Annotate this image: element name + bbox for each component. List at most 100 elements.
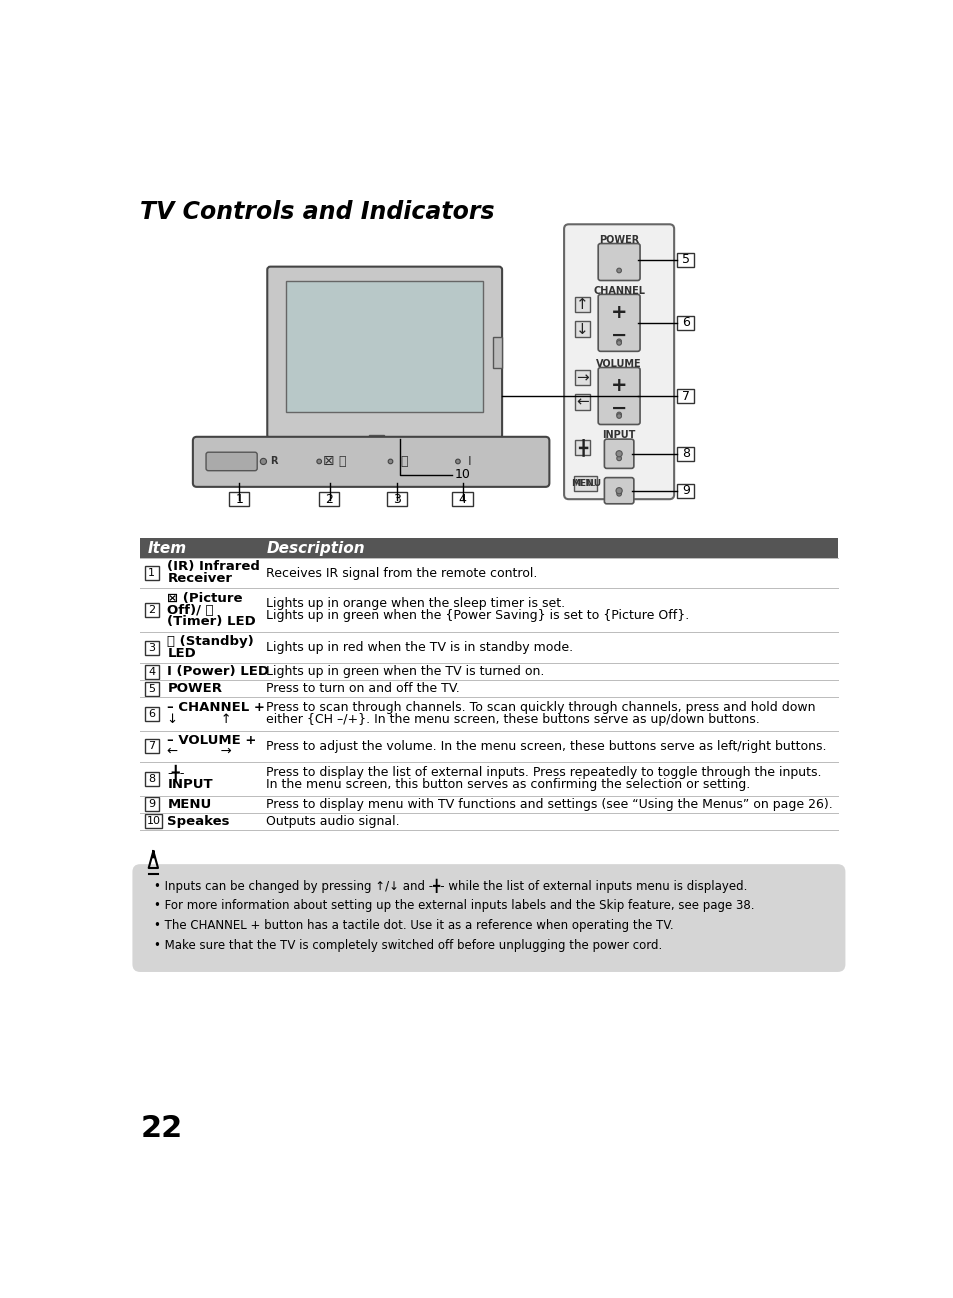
Text: I (Power) LED: I (Power) LED <box>167 665 269 678</box>
FancyBboxPatch shape <box>132 864 844 972</box>
Text: ↓: ↓ <box>576 322 588 336</box>
Text: Lights up in red when the TV is in standby mode.: Lights up in red when the TV is in stand… <box>266 641 573 654</box>
Text: -╋-: -╋- <box>167 765 185 780</box>
Bar <box>145 740 158 753</box>
Text: 9: 9 <box>148 800 155 809</box>
Text: (Timer) LED: (Timer) LED <box>167 615 255 628</box>
Text: 5: 5 <box>148 684 155 693</box>
Text: Description: Description <box>266 541 365 556</box>
Text: MENU: MENU <box>167 797 212 810</box>
Text: Receives IR signal from the remote control.: Receives IR signal from the remote contr… <box>266 567 537 580</box>
Bar <box>575 370 590 386</box>
Bar <box>677 389 694 402</box>
Text: ╋: ╋ <box>578 439 587 457</box>
Text: Press to display menu with TV functions and settings (see “Using the Menus” on p: Press to display menu with TV functions … <box>266 797 832 810</box>
Bar <box>386 492 406 506</box>
Bar <box>493 336 501 367</box>
Circle shape <box>316 459 321 463</box>
Text: R: R <box>271 457 277 466</box>
Bar <box>575 322 590 336</box>
Text: ↓          ↑: ↓ ↑ <box>167 713 232 726</box>
FancyBboxPatch shape <box>598 367 639 424</box>
FancyBboxPatch shape <box>604 439 633 469</box>
Circle shape <box>617 269 620 273</box>
Text: Lights up in green when the {Power Saving} is set to {Picture Off}.: Lights up in green when the {Power Savin… <box>266 609 689 622</box>
Text: ←: ← <box>576 395 588 410</box>
Text: Press to display the list of external inputs. Press repeatedly to toggle through: Press to display the list of external in… <box>266 766 821 779</box>
Circle shape <box>616 488 621 493</box>
Text: POWER: POWER <box>167 683 222 696</box>
Text: Lights up in orange when the sleep timer is set.: Lights up in orange when the sleep timer… <box>266 597 565 610</box>
Text: ⏻: ⏻ <box>338 456 346 469</box>
Text: • Make sure that the TV is completely switched off before unplugging the power c: • Make sure that the TV is completely sw… <box>154 940 661 953</box>
Text: ⊠ (Picture: ⊠ (Picture <box>167 592 243 605</box>
Bar <box>286 282 483 413</box>
Bar <box>452 492 472 506</box>
Text: MENU: MENU <box>570 479 600 488</box>
FancyBboxPatch shape <box>193 437 549 487</box>
Text: Item: Item <box>148 541 187 556</box>
Text: INPUT: INPUT <box>167 778 213 790</box>
Bar <box>145 665 158 679</box>
Text: ←          →: ← → <box>167 745 232 758</box>
Bar <box>140 539 837 558</box>
Text: −: − <box>610 398 627 418</box>
Text: 3: 3 <box>148 643 155 653</box>
Bar <box>369 435 384 450</box>
Bar <box>575 395 590 410</box>
Text: Receiver: Receiver <box>167 572 233 585</box>
Bar <box>145 641 158 654</box>
Text: −: − <box>610 326 627 345</box>
Text: VOLUME: VOLUME <box>596 358 641 369</box>
Circle shape <box>388 459 393 463</box>
Text: 8: 8 <box>148 774 155 784</box>
Text: In the menu screen, this button serves as confirming the selection or setting.: In the menu screen, this button serves a… <box>266 778 750 790</box>
Circle shape <box>617 339 620 344</box>
Text: MENU: MENU <box>574 479 597 488</box>
Bar <box>575 297 590 312</box>
Text: (IR) Infrared: (IR) Infrared <box>167 561 260 574</box>
Text: 7: 7 <box>148 741 155 752</box>
Circle shape <box>617 492 620 496</box>
Text: – CHANNEL +: – CHANNEL + <box>167 701 265 714</box>
Text: ⏻ (Standby): ⏻ (Standby) <box>167 635 253 648</box>
Text: Press to scan through channels. To scan quickly through channels, press and hold: Press to scan through channels. To scan … <box>266 701 815 714</box>
Text: • Inputs can be changed by pressing ↑/↓ and -╋- while the list of external input: • Inputs can be changed by pressing ↑/↓ … <box>154 879 747 893</box>
Circle shape <box>617 413 620 417</box>
Bar <box>145 707 158 720</box>
Circle shape <box>151 871 155 875</box>
Text: 10: 10 <box>455 469 470 482</box>
Text: Speakes: Speakes <box>167 815 230 828</box>
Circle shape <box>260 458 266 465</box>
Circle shape <box>617 456 620 461</box>
Text: 5: 5 <box>681 253 689 266</box>
Text: 1: 1 <box>235 493 243 506</box>
Text: ⏻: ⏻ <box>399 456 407 469</box>
Text: I: I <box>467 456 471 469</box>
Text: TV Controls and Indicators: TV Controls and Indicators <box>140 200 495 225</box>
FancyBboxPatch shape <box>206 452 257 471</box>
Text: Outputs audio signal.: Outputs audio signal. <box>266 815 399 828</box>
Bar <box>145 772 158 785</box>
Text: Press to turn on and off the TV.: Press to turn on and off the TV. <box>266 683 459 696</box>
Text: Off)/ ⏻: Off)/ ⏻ <box>167 604 213 617</box>
Text: 10: 10 <box>146 816 160 826</box>
Text: 7: 7 <box>681 389 689 402</box>
FancyBboxPatch shape <box>574 476 597 492</box>
Text: • For more information about setting up the external inputs labels and the Skip : • For more information about setting up … <box>154 900 754 912</box>
Circle shape <box>616 450 621 457</box>
Text: POWER: POWER <box>598 235 639 245</box>
Text: 9: 9 <box>681 484 689 497</box>
Bar <box>575 440 590 456</box>
Text: 3: 3 <box>393 493 400 506</box>
Text: Lights up in green when the TV is turned on.: Lights up in green when the TV is turned… <box>266 665 544 678</box>
Circle shape <box>617 414 620 418</box>
Circle shape <box>617 340 620 345</box>
Text: LED: LED <box>167 646 196 659</box>
Bar <box>145 604 158 617</box>
Text: ↑: ↑ <box>576 297 588 312</box>
Text: 6: 6 <box>148 709 155 719</box>
Text: ⊠: ⊠ <box>322 454 334 469</box>
Text: Press to adjust the volume. In the menu screen, these buttons serve as left/righ: Press to adjust the volume. In the menu … <box>266 740 826 753</box>
Text: +: + <box>610 302 627 322</box>
